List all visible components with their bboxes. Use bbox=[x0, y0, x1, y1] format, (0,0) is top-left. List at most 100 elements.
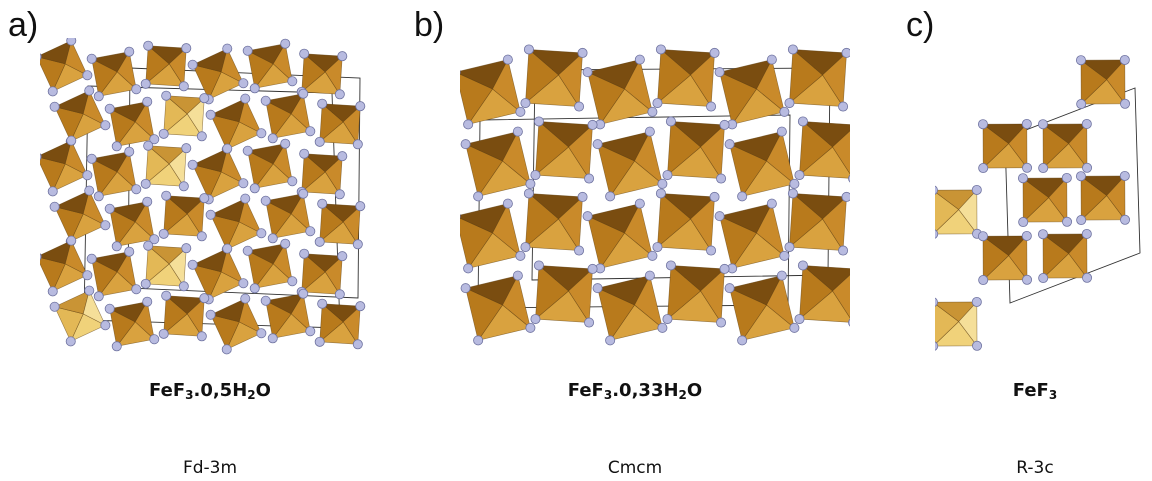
fluorine-atom bbox=[655, 44, 666, 55]
fluorine-atom bbox=[196, 331, 207, 342]
fluorine-atom bbox=[298, 188, 309, 199]
fluorine-atom bbox=[196, 231, 207, 242]
fluorine-atom bbox=[260, 195, 271, 206]
structure-r3c bbox=[935, 54, 1141, 351]
fluorine-atom bbox=[86, 253, 97, 264]
fluorine-atom bbox=[40, 153, 42, 161]
octahedron bbox=[784, 188, 850, 256]
fluorine-atom bbox=[314, 236, 325, 247]
fluorine-atom bbox=[352, 339, 363, 350]
fluorine-atom bbox=[605, 335, 616, 346]
fluorine-atom bbox=[789, 322, 800, 333]
fluorine-atom bbox=[460, 139, 471, 150]
fluorine-atom bbox=[352, 239, 363, 250]
fluorine-atom bbox=[665, 116, 676, 127]
fluorine-atom bbox=[334, 189, 345, 200]
fluorine-atom bbox=[706, 245, 717, 256]
fluorine-atom bbox=[1081, 118, 1092, 129]
fluorine-atom bbox=[140, 278, 151, 289]
fluorine-atom bbox=[644, 270, 655, 281]
fluorine-atom bbox=[1038, 273, 1049, 284]
fluorine-atom bbox=[1017, 173, 1028, 184]
panel-c: c) FeF3 R-3c bbox=[890, 0, 1152, 481]
fluorine-atom bbox=[205, 209, 216, 220]
panel-label-b: b) bbox=[414, 6, 445, 44]
octahedron bbox=[86, 46, 142, 102]
fluorine-atom bbox=[525, 178, 536, 189]
fluorine-atom bbox=[205, 309, 216, 320]
octahedron bbox=[1037, 118, 1093, 174]
fluorine-atom bbox=[82, 270, 93, 281]
fluorine-atom bbox=[140, 178, 151, 189]
fluorine-atom bbox=[305, 226, 316, 237]
fluorine-atom bbox=[1119, 170, 1130, 181]
fluorine-atom bbox=[337, 51, 348, 62]
fluorine-atom bbox=[523, 188, 534, 199]
fluorine-atom bbox=[287, 76, 298, 87]
fluorine-atom bbox=[161, 90, 172, 101]
fluorine-atom bbox=[111, 241, 122, 252]
fluorine-atom bbox=[280, 238, 291, 249]
fluorine-atom bbox=[719, 263, 730, 274]
octahedron bbox=[140, 240, 192, 292]
fluorine-atom bbox=[47, 86, 58, 97]
fluorine-atom bbox=[299, 148, 310, 159]
fluorine-atom bbox=[784, 242, 795, 253]
octahedron bbox=[260, 88, 316, 144]
fluorine-atom bbox=[66, 38, 77, 46]
octahedron bbox=[460, 126, 536, 202]
fluorine-atom bbox=[523, 44, 534, 55]
fluorine-atom bbox=[249, 83, 260, 94]
fluorine-atom bbox=[789, 178, 800, 189]
fluorine-atom bbox=[1062, 216, 1073, 227]
fluorine-atom bbox=[977, 119, 988, 130]
fluorine-atom bbox=[93, 91, 104, 102]
octahedron bbox=[49, 285, 111, 347]
octahedron bbox=[1075, 170, 1131, 226]
fluorine-atom bbox=[181, 143, 192, 154]
fluorine-atom bbox=[848, 318, 850, 327]
octahedron bbox=[314, 198, 366, 250]
fluorine-atom bbox=[317, 298, 328, 309]
fluorine-atom bbox=[1120, 214, 1131, 225]
fluorine-atom bbox=[634, 198, 645, 209]
fluorine-atom bbox=[1022, 274, 1033, 285]
fluorine-atom bbox=[66, 135, 77, 146]
fluorine-atom bbox=[86, 53, 97, 64]
fluorine-atom bbox=[530, 314, 541, 325]
formula-a: FeF3.0,5H2O bbox=[149, 380, 271, 402]
fluorine-atom bbox=[124, 46, 135, 57]
fluorine-atom bbox=[502, 198, 513, 209]
fluorine-atom bbox=[1082, 272, 1093, 283]
fluorine-atom bbox=[1075, 55, 1086, 66]
fluorine-atom bbox=[841, 47, 850, 58]
fluorine-atom bbox=[525, 322, 536, 333]
fluorine-atom bbox=[794, 314, 805, 325]
fluorine-atom bbox=[158, 128, 169, 139]
fluorine-atom bbox=[714, 211, 725, 222]
fluorine-atom bbox=[592, 139, 603, 150]
fluorine-atom bbox=[267, 233, 278, 244]
fluorine-atom bbox=[520, 98, 531, 109]
octahedron bbox=[530, 260, 598, 328]
fluorine-atom bbox=[242, 45, 253, 56]
fluorine-atom bbox=[249, 283, 260, 294]
fluorine-atom bbox=[647, 106, 658, 117]
fluorine-atom bbox=[187, 259, 198, 270]
fluorine-atom bbox=[104, 203, 115, 214]
fluorine-atom bbox=[1075, 171, 1086, 182]
octahedron bbox=[296, 148, 348, 200]
octahedron bbox=[187, 243, 249, 305]
fluorine-atom bbox=[131, 84, 142, 95]
fluorine-atom bbox=[287, 276, 298, 287]
fluorine-atom bbox=[1018, 217, 1029, 228]
octahedron bbox=[460, 198, 526, 274]
fluorine-atom bbox=[352, 139, 363, 150]
fluorine-atom bbox=[187, 159, 198, 170]
fluorine-atom bbox=[131, 184, 142, 195]
fluorine-atom bbox=[665, 260, 676, 271]
fluorine-atom bbox=[111, 141, 122, 152]
fluorine-atom bbox=[93, 191, 104, 202]
octahedron bbox=[260, 288, 316, 344]
fluorine-atom bbox=[1021, 118, 1032, 129]
